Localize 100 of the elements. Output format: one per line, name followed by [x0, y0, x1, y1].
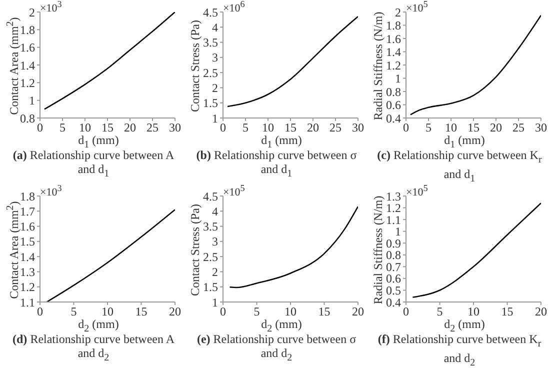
x-tick-label: 0: [220, 120, 226, 135]
y-tick-label: 1.5: [203, 96, 218, 110]
x-axis-title: d$_{1}$ (mm): [261, 133, 302, 150]
y-tick-label: 1: [395, 72, 401, 86]
x-tick-label: 20: [169, 304, 181, 319]
x-tick-label: 25: [330, 120, 342, 135]
x-tick-label: 10: [468, 304, 480, 319]
y-tick-label: 0.9: [386, 236, 401, 250]
y-tick-label: 1.2: [20, 280, 35, 294]
x-tick-label: 0: [220, 304, 226, 319]
y-tick-label: 1.1: [386, 212, 401, 227]
annotation: ×10$^{5}$: [406, 183, 428, 199]
y-tick-label: 2: [212, 80, 218, 95]
y-tick-label: 1: [212, 295, 218, 310]
y-axis-title: Contact Stress (Pa): [188, 19, 203, 114]
x-axis-title: d$_{2}$ (mm): [261, 317, 302, 334]
line-series: [226, 16, 358, 108]
y-tick-label: 3.5: [203, 36, 218, 50]
y-tick-label: 0.7: [386, 260, 401, 274]
y-tick-label: 3: [212, 50, 218, 65]
y-tick-label: 1.4: [20, 250, 35, 264]
y-tick-label: 1.5: [20, 234, 35, 249]
x-tick-label: 20: [535, 304, 547, 319]
x-axis-title: d$_{1}$ (mm): [444, 133, 485, 150]
annotation: ×10$^{5}$: [223, 183, 245, 199]
x-tick-label: 5: [254, 304, 260, 319]
x-tick-label: 20: [490, 120, 502, 135]
text: (d) Relationship curve between A and d$_{2}$: [12, 332, 174, 364]
x-tick-label: 5: [60, 120, 66, 135]
text: (e) Relationship curve between σ and d$_{2}$: [196, 332, 356, 364]
x-tick-label: 15: [318, 304, 330, 319]
y-tick-label: 0.6: [386, 98, 401, 112]
y-tick-label: 4: [212, 20, 218, 34]
x-tick-label: 0: [37, 120, 43, 135]
y-tick-label: 2.5: [203, 250, 218, 264]
x-tick-label: 0: [37, 304, 43, 319]
line-series: [412, 202, 541, 298]
y-tick-label: 0.8: [20, 111, 35, 126]
y-tick-label: 1.8: [386, 18, 401, 33]
x-tick-label: 30: [169, 120, 181, 135]
y-tick-label: 0.5: [386, 283, 401, 298]
annotation: ×10$^{6}$: [223, 0, 245, 15]
x-tick-label: 25: [512, 120, 524, 135]
y-tick-label: 3: [212, 234, 218, 249]
y-tick-label: 2: [395, 5, 401, 20]
line-series: [46, 208, 175, 302]
x-axis-title: d$_{1}$ (mm): [78, 133, 119, 150]
y-tick-label: 1.6: [20, 40, 35, 55]
y-tick-label: 0.4: [386, 111, 401, 126]
x-tick-label: 10: [102, 304, 114, 319]
x-tick-label: 5: [70, 304, 77, 319]
text: (b) Relationship curve between σ and d$_{1}$: [196, 148, 357, 180]
y-tick-label: 1.5: [203, 280, 218, 294]
y-tick-label: 1: [395, 224, 401, 239]
y-tick-label: 2.5: [203, 66, 218, 80]
x-tick-label: 15: [284, 120, 296, 135]
x-tick-label: 20: [307, 120, 319, 135]
y-tick-label: 1.8: [20, 22, 35, 37]
y-tick-label: 2: [29, 5, 35, 20]
x-axis-title: d$_{2}$ (mm): [78, 317, 119, 334]
y-tick-label: 4.5: [203, 5, 218, 20]
annotation: ×10$^{3}$: [40, 183, 62, 199]
line-series: [229, 206, 358, 288]
annotation: ×10$^{5}$: [406, 0, 428, 15]
x-tick-label: 10: [284, 304, 296, 319]
y-axis-title: Radial Stiffness (N/m): [371, 194, 386, 306]
x-tick-label: 15: [135, 304, 148, 319]
x-tick-label: 15: [102, 120, 114, 135]
x-tick-label: 30: [352, 120, 364, 135]
y-tick-label: 1.2: [386, 58, 401, 72]
text: (a) Relationship curve between A and d$_{1}$: [12, 148, 174, 180]
y-tick-label: 4: [212, 204, 218, 218]
y-tick-label: 0.8: [386, 84, 401, 99]
x-tick-label: 20: [124, 120, 136, 135]
x-tick-label: 15: [501, 304, 514, 319]
annotation: ×10$^{3}$: [40, 0, 62, 15]
y-tick-label: 3.5: [203, 220, 218, 234]
y-tick-label: 1.4: [386, 45, 401, 60]
x-tick-label: 10: [262, 120, 274, 135]
x-tick-label: 30: [535, 120, 547, 135]
y-tick-label: 0.6: [386, 272, 401, 286]
y-tick-label: 1.2: [386, 201, 401, 216]
x-tick-label: 25: [146, 120, 158, 135]
y-axis-title: Radial Stiffness (N/m): [371, 10, 386, 122]
x-tick-label: 5: [242, 120, 248, 135]
y-tick-label: 1.6: [386, 32, 401, 46]
y-tick-label: 1.3: [386, 189, 401, 204]
line-series: [410, 14, 541, 116]
y-tick-label: 0.4: [386, 295, 401, 310]
x-tick-label: 20: [352, 304, 364, 319]
x-tick-label: 0: [403, 120, 409, 135]
chart-title: (f) Relationship curve between K$_{r}$ and d$_{2}$: [378, 332, 542, 368]
y-tick-label: 1.7: [20, 204, 35, 218]
x-tick-label: 0: [403, 304, 409, 319]
x-tick-label: 5: [436, 304, 443, 319]
y-tick-label: 1: [212, 111, 218, 126]
x-tick-label: 5: [426, 120, 432, 135]
y-tick-label: 1.4: [20, 58, 35, 72]
y-tick-label: 1.3: [20, 264, 35, 279]
y-tick-label: 1: [29, 94, 35, 108]
